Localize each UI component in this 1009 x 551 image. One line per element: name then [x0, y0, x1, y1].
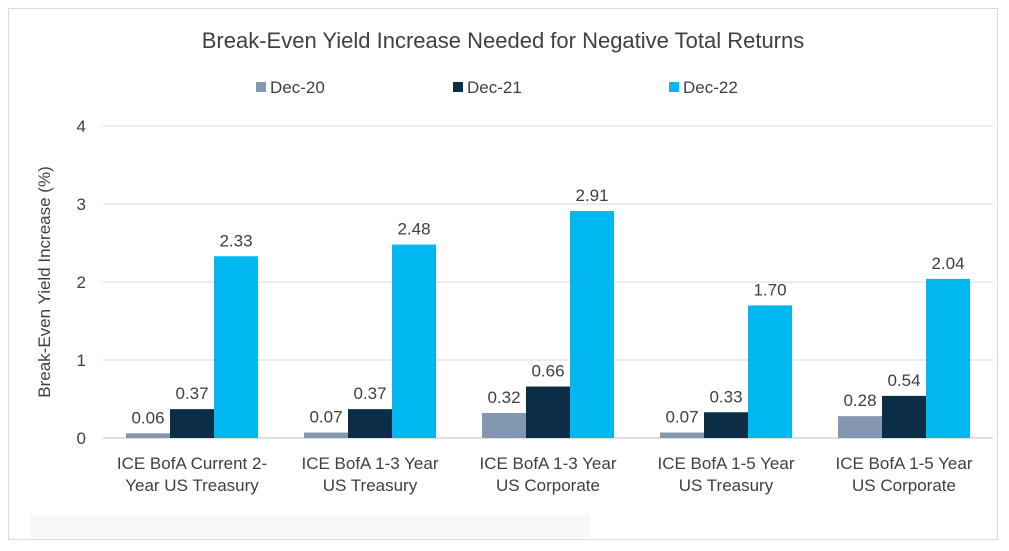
data-labels: 0.06 0.37 2.33 0.07 0.37 2.48 0.32 0.66 2.91 0.07… — [131, 186, 964, 427]
x-category-label: ICE BofA 1-3 Year — [301, 454, 438, 473]
data-label-dec-21: 0.66 — [531, 362, 564, 381]
data-label-dec-21: 0.37 — [353, 384, 386, 403]
bar-dec-22 — [926, 278, 970, 438]
x-category-label: US Corporate — [496, 476, 600, 495]
x-category-label: ICE BofA 1-5 Year — [657, 454, 794, 473]
x-category-label: US Treasury — [679, 476, 774, 495]
y-axis-label: Break-Even Yield Increase (%) — [35, 166, 54, 398]
x-category-label: Year US Treasury — [125, 476, 259, 495]
data-label-dec-20: 0.06 — [131, 408, 164, 427]
data-label-dec-20: 0.07 — [665, 408, 698, 427]
legend-label-dec-22: Dec-22 — [683, 78, 738, 97]
legend-swatch-dec-22 — [669, 82, 679, 92]
bar-dec-21 — [170, 409, 214, 438]
x-category-label: ICE BofA 1-5 Year — [835, 454, 972, 473]
x-category-label: ICE BofA 1-3 Year — [479, 454, 616, 473]
bar-dec-20 — [126, 433, 170, 438]
legend-label-dec-20: Dec-20 — [270, 78, 325, 97]
legend-swatch-dec-20 — [256, 82, 266, 92]
data-label-dec-22: 2.33 — [219, 231, 252, 250]
y-tick-label: 1 — [77, 351, 86, 370]
data-label-dec-20: 0.28 — [843, 391, 876, 410]
chart-frame — [8, 8, 998, 540]
bar-dec-20 — [304, 432, 348, 438]
data-label-dec-22: 1.70 — [753, 280, 786, 299]
x-category-label: US Corporate — [852, 476, 956, 495]
bar-dec-20 — [660, 432, 704, 438]
bar-dec-20 — [838, 416, 882, 438]
y-axis-ticks: 0 1 2 3 4 — [77, 117, 86, 448]
y-tick-label: 2 — [77, 273, 86, 292]
bar-dec-21 — [704, 412, 748, 438]
y-tick-label: 3 — [77, 195, 86, 214]
legend-swatch-dec-21 — [453, 82, 463, 92]
data-label-dec-21: 0.33 — [709, 387, 742, 406]
legend-label-dec-21: Dec-21 — [467, 78, 522, 97]
x-category-label: ICE BofA Current 2- — [117, 454, 267, 473]
bar-dec-22 — [748, 305, 792, 438]
x-category-label: US Treasury — [323, 476, 418, 495]
bar-dec-22 — [214, 256, 258, 438]
data-label-dec-21: 0.37 — [175, 384, 208, 403]
bars — [126, 211, 970, 438]
bar-dec-21 — [882, 395, 926, 438]
data-label-dec-22: 2.04 — [931, 254, 964, 273]
category-labels: ICE BofA Current 2- Year US Treasury ICE B… — [117, 454, 973, 495]
data-label-dec-21: 0.54 — [887, 371, 920, 390]
data-label-dec-20: 0.07 — [309, 408, 342, 427]
bar-dec-22 — [570, 211, 614, 438]
bar-dec-20 — [482, 413, 526, 438]
footer-band — [30, 515, 590, 537]
chart-title: Break-Even Yield Increase Needed for Neg… — [202, 28, 805, 53]
y-tick-label: 0 — [77, 429, 86, 448]
bar-dec-21 — [348, 409, 392, 438]
y-tick-label: 4 — [77, 117, 86, 136]
bar-dec-22 — [392, 244, 436, 438]
data-label-dec-20: 0.32 — [487, 388, 520, 407]
legend: Dec-20 Dec-21 Dec-22 — [256, 78, 738, 97]
data-label-dec-22: 2.91 — [575, 186, 608, 205]
bar-dec-21 — [526, 386, 570, 438]
data-label-dec-22: 2.48 — [397, 220, 430, 239]
